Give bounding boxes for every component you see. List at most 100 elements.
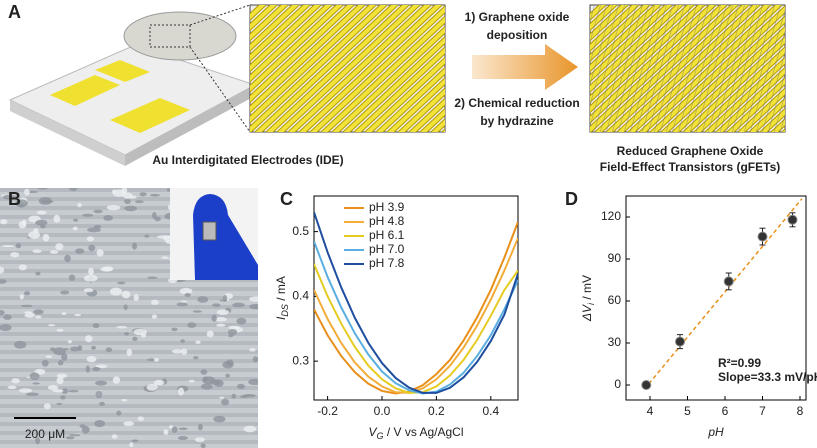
stripe: [0, 287, 258, 291]
pore: [121, 399, 128, 402]
chip-side: [10, 100, 125, 166]
rgo-mesh: [611, 5, 649, 132]
pad: [50, 75, 120, 106]
finger: [250, 5, 343, 92]
y-tick-label: 60: [608, 293, 622, 307]
point: [757, 231, 768, 242]
pore: [35, 271, 41, 276]
finger: [376, 68, 445, 132]
finger: [250, 5, 299, 51]
rgo-mesh: [713, 5, 751, 132]
finger: [590, 5, 694, 102]
pore: [151, 314, 158, 319]
pore: [75, 248, 85, 254]
finger: [799, 0, 817, 140]
rgo-mesh: [641, 5, 679, 132]
legend-label: pH 3.9: [369, 200, 405, 214]
finger: [250, 5, 387, 132]
pore: [232, 302, 245, 308]
pore: [252, 356, 258, 363]
pore: [227, 328, 238, 336]
pore: [14, 340, 27, 349]
x-tick-label: 7: [759, 404, 766, 418]
finger: [332, 27, 445, 132]
pore: [135, 200, 144, 204]
pore: [86, 355, 97, 363]
pore: [171, 327, 178, 332]
stripe: [0, 440, 258, 444]
finger: [409, 98, 445, 132]
pore: [219, 299, 228, 302]
finger: [590, 5, 617, 30]
pore: [86, 236, 95, 242]
pore: [131, 439, 139, 443]
pore: [151, 299, 159, 305]
rgo-mesh: [767, 72, 785, 132]
pore: [216, 323, 226, 327]
scale-label: 200 μM: [25, 427, 65, 441]
rgo-mesh: [590, 5, 613, 86]
pore: [61, 312, 67, 315]
pore: [200, 443, 206, 448]
pad: [95, 60, 150, 82]
pore: [123, 332, 130, 336]
pore: [180, 339, 186, 343]
pore: [236, 317, 247, 325]
y-tick-label: 30: [608, 335, 622, 349]
stripe: [0, 269, 258, 273]
y-tick-label: 120: [601, 209, 621, 223]
pore: [22, 219, 27, 227]
panel-label: C: [280, 189, 293, 209]
stripe: [0, 251, 258, 255]
x-tick-label: 8: [797, 404, 804, 418]
pore: [35, 219, 48, 226]
pore: [68, 188, 78, 192]
stripe: [0, 404, 258, 408]
pore: [11, 378, 20, 384]
finger: [310, 6, 445, 132]
pore: [228, 325, 241, 330]
axis-label-part: / mA: [274, 276, 288, 304]
stripe: [0, 224, 258, 228]
finger: [250, 5, 365, 112]
finger: [628, 5, 771, 132]
pore: [111, 434, 118, 439]
pore: [126, 348, 133, 357]
stripe: [0, 359, 258, 363]
pore: [63, 347, 69, 351]
caption: Au Interdigitated Electrodes (IDE): [152, 153, 343, 167]
stripe: [0, 341, 258, 345]
rgo-mesh: [593, 5, 631, 132]
pore: [95, 364, 108, 369]
pore: [24, 188, 30, 196]
panel-label: D: [565, 189, 578, 209]
finger: [590, 5, 705, 112]
pore: [61, 388, 69, 394]
pore: [153, 379, 165, 386]
finger: [639, 5, 782, 132]
step-text: 1) Graphene oxide: [465, 10, 570, 24]
pore: [40, 200, 54, 203]
pore: [18, 264, 27, 271]
finger: [760, 109, 785, 132]
finger: [716, 68, 785, 132]
pore: [117, 281, 126, 285]
x-tick-label: 0.4: [482, 404, 499, 418]
rgo-mesh: [599, 5, 637, 132]
pore: [61, 353, 68, 361]
rgo-mesh: [629, 5, 667, 132]
x-tick-label: 5: [684, 404, 691, 418]
axis-label-part: / mV: [580, 275, 594, 303]
legend-label: pH 6.1: [369, 228, 405, 242]
pore: [74, 313, 82, 317]
pore: [1, 245, 15, 248]
curve: [314, 263, 518, 394]
pore: [206, 330, 214, 338]
pore: [53, 214, 61, 223]
pore: [42, 233, 50, 242]
pore: [180, 300, 188, 303]
pore: [41, 359, 49, 367]
pore: [32, 382, 40, 385]
pore: [47, 385, 59, 391]
rgo-stripes: [590, 0, 817, 140]
